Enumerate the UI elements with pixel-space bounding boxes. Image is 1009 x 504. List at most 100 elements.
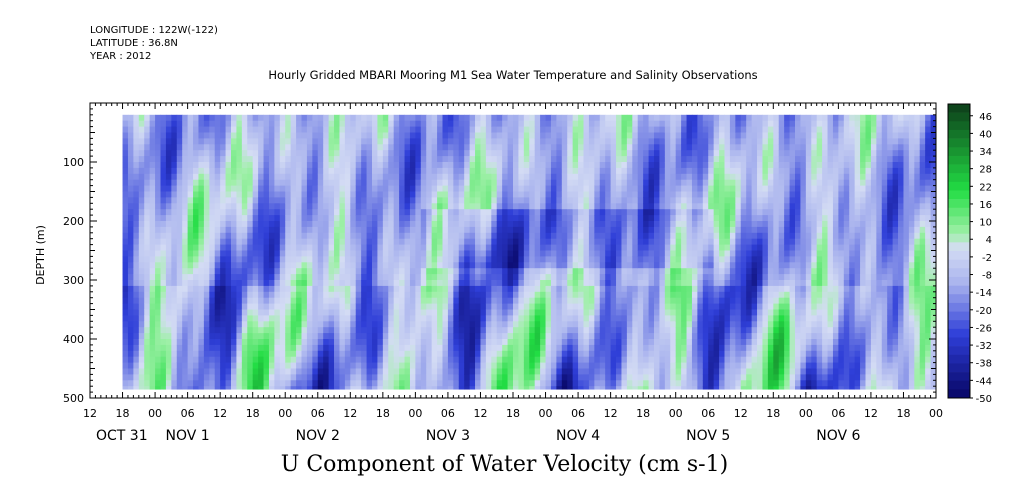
heatmap-cell	[594, 232, 601, 240]
heatmap-cell	[339, 232, 346, 240]
heatmap-cell	[643, 262, 649, 269]
heatmap-cell	[475, 173, 481, 181]
heatmap-cell	[236, 374, 243, 381]
heatmap-cell	[328, 339, 335, 346]
heatmap-cell	[686, 380, 693, 387]
heatmap-cell	[437, 327, 443, 334]
heatmap-cell	[133, 138, 140, 145]
heatmap-cell	[496, 144, 503, 151]
heatmap-cell	[388, 297, 395, 304]
heatmap-cell	[442, 374, 449, 381]
heatmap-cell	[133, 144, 140, 151]
heatmap-cell	[599, 327, 606, 334]
heatmap-cell	[691, 191, 698, 198]
heatmap-cell	[659, 327, 666, 334]
heatmap-cell	[149, 356, 156, 363]
heatmap-cell	[225, 291, 232, 299]
heatmap-cell	[485, 321, 492, 328]
heatmap-cell	[610, 226, 617, 234]
heatmap-cell	[491, 309, 498, 316]
heatmap-cell	[431, 291, 438, 299]
heatmap-cell	[263, 191, 270, 198]
heatmap-cell	[127, 333, 134, 340]
heatmap-cell	[165, 362, 172, 369]
heatmap-cell	[518, 344, 525, 352]
heatmap-cell	[258, 150, 264, 157]
heatmap-cell	[317, 291, 324, 299]
heatmap-cell	[491, 262, 498, 269]
heatmap-cell	[127, 150, 134, 157]
heatmap-cell	[171, 215, 178, 222]
heatmap-cell	[643, 238, 649, 245]
heatmap-cell	[431, 203, 438, 210]
heatmap-cell	[268, 321, 275, 328]
heatmap-cell	[334, 156, 340, 163]
heatmap-cell	[485, 333, 492, 340]
heatmap-cell	[236, 209, 243, 216]
heatmap-cell	[534, 215, 541, 222]
heatmap-cell	[176, 303, 183, 310]
heatmap-cell	[485, 120, 492, 127]
heatmap-cell	[377, 333, 384, 340]
heatmap-cell	[328, 215, 335, 222]
heatmap-cell	[534, 380, 541, 387]
heatmap-cell	[355, 120, 362, 127]
heatmap-cell	[296, 327, 302, 334]
heatmap-cell	[442, 285, 449, 293]
heatmap-cell	[583, 356, 590, 363]
heatmap-cell	[355, 339, 362, 346]
heatmap-cell	[578, 232, 584, 240]
heatmap-cell	[258, 327, 264, 334]
heatmap-cell	[138, 368, 145, 375]
heatmap-cell	[263, 138, 270, 145]
heatmap-cell	[214, 132, 221, 139]
heatmap-cell	[165, 185, 172, 192]
heatmap-cell	[610, 167, 617, 175]
heatmap-cell	[160, 156, 167, 163]
heatmap-cell	[567, 380, 574, 387]
heatmap-cell	[138, 250, 145, 257]
heatmap-cell	[165, 179, 172, 186]
heatmap-cell	[409, 138, 416, 145]
heatmap-cell	[231, 356, 237, 363]
heatmap-cell	[301, 167, 308, 175]
heatmap-cell	[382, 226, 389, 234]
heatmap-cell	[198, 350, 205, 358]
heatmap-cell	[654, 362, 660, 369]
heatmap-cell	[252, 291, 259, 299]
heatmap-cell	[610, 191, 617, 198]
heatmap-cell	[523, 132, 530, 139]
heatmap-cell	[328, 132, 335, 139]
heatmap-cell	[540, 344, 546, 352]
heatmap-cell	[344, 179, 351, 186]
heatmap-cell	[491, 138, 498, 145]
heatmap-cell	[144, 386, 151, 390]
heatmap-cell	[415, 114, 422, 122]
heatmap-cell	[404, 238, 411, 245]
heatmap-cell	[534, 356, 541, 363]
heatmap-cell	[556, 291, 563, 299]
heatmap-cell	[355, 209, 362, 216]
heatmap-cell	[485, 185, 492, 192]
heatmap-cell	[155, 333, 161, 340]
heatmap-cell	[496, 179, 503, 186]
heatmap-cell	[247, 132, 254, 139]
heatmap-cell	[366, 380, 373, 387]
heatmap-cell	[659, 356, 666, 363]
heatmap-cell	[198, 250, 205, 257]
heatmap-cell	[534, 386, 541, 390]
heatmap-cell	[193, 132, 199, 139]
heatmap-cell	[415, 126, 422, 133]
heatmap-cell	[328, 144, 335, 151]
heatmap-cell	[171, 232, 178, 240]
heatmap-cell	[605, 203, 612, 210]
heatmap-cell	[475, 368, 481, 375]
heatmap-cell	[621, 197, 628, 204]
heatmap-cell	[350, 132, 357, 139]
heatmap-cell	[312, 321, 319, 328]
heatmap-cell	[447, 327, 454, 334]
heatmap-cell	[285, 262, 292, 269]
heatmap-cell	[252, 162, 259, 169]
heatmap-cell	[372, 132, 378, 139]
heatmap-cell	[550, 162, 557, 169]
